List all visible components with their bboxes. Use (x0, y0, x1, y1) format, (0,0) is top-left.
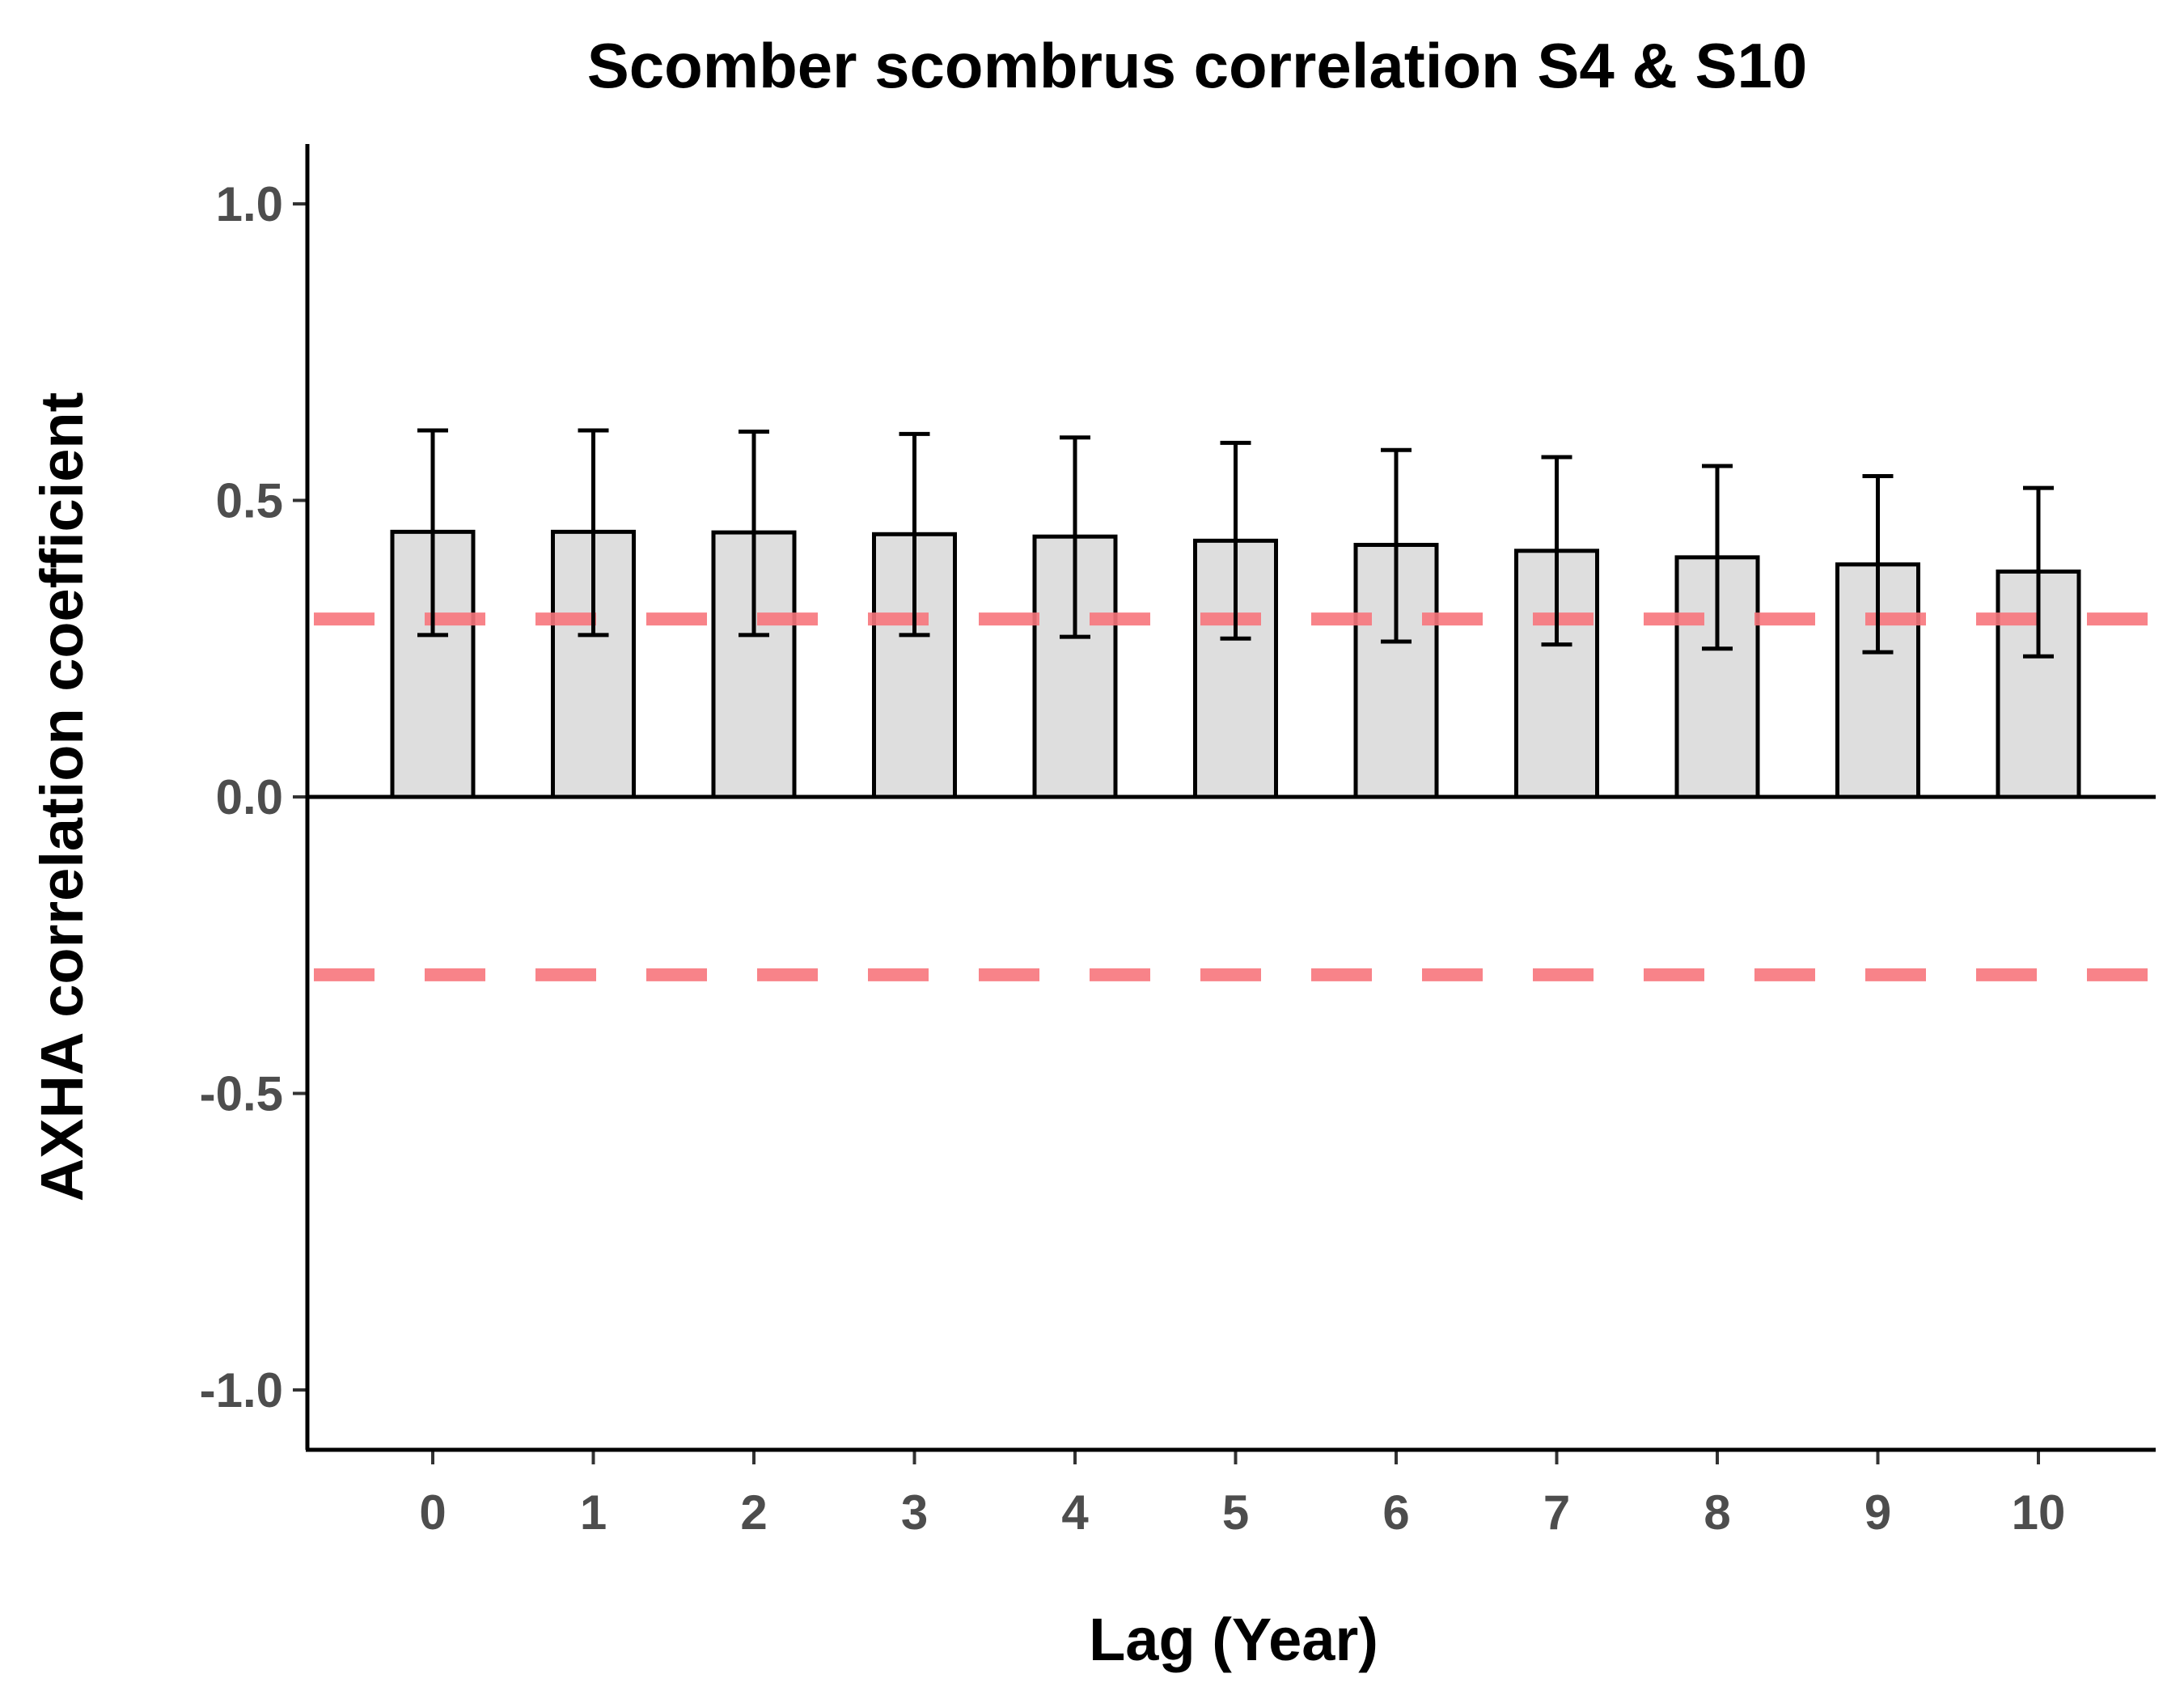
x-tick-label: 1 (580, 1485, 607, 1540)
x-tick-label: 2 (740, 1485, 767, 1540)
x-tick-label: 3 (901, 1485, 928, 1540)
x-tick-label: 8 (1704, 1485, 1730, 1540)
bar (551, 529, 636, 799)
x-tick-label: 0 (419, 1485, 446, 1540)
y-tick-label: 0.0 (216, 770, 283, 824)
plot-area: -1.0 -0.5 0.0 0.5 1.0 0 1 2 3 4 5 6 7 8 9 10 (200, 177, 2156, 1540)
y-axis-title: AXHA correlation coefficient (28, 392, 95, 1202)
chart-title: Scomber scombrus correlation S4 & S10 (587, 30, 1808, 101)
x-axis-title: Lag (Year) (1089, 1606, 1378, 1673)
x-tick-label: 4 (1061, 1485, 1089, 1540)
x-tick-label: 7 (1543, 1485, 1570, 1540)
y-tick-label: -0.5 (200, 1067, 283, 1121)
y-tick-label: 1.0 (216, 177, 283, 231)
y-tick-label: 0.5 (216, 474, 283, 528)
x-tick-label: 10 (2012, 1485, 2066, 1540)
x-tick-label: 5 (1222, 1485, 1249, 1540)
x-tick-label: 6 (1382, 1485, 1409, 1540)
y-tick-label: -1.0 (200, 1363, 283, 1417)
x-tick-label: 9 (1864, 1485, 1891, 1540)
